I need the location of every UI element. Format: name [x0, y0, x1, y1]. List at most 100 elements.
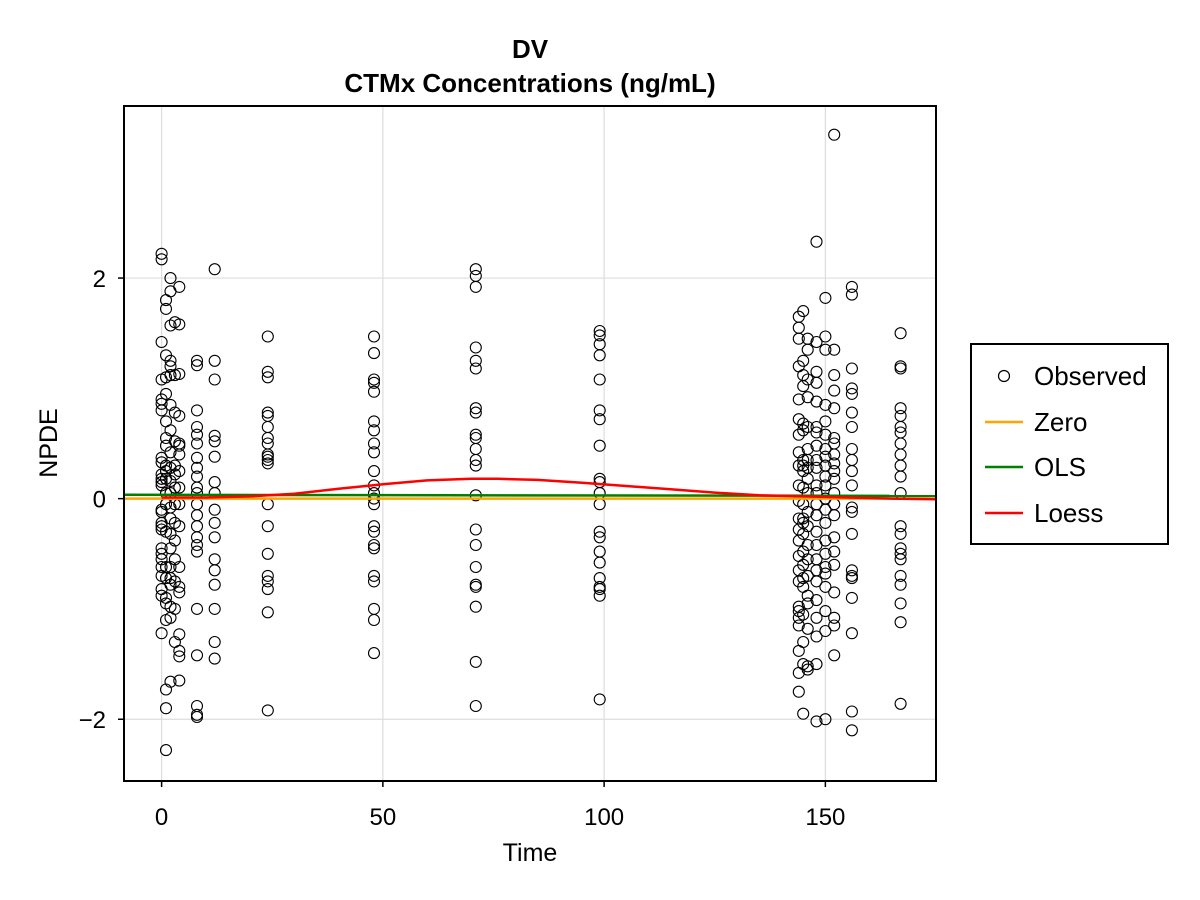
observed-point [208, 429, 221, 442]
observed-point [173, 674, 186, 687]
observed-point [164, 446, 177, 459]
observed-point [845, 362, 858, 375]
legend: Observed Zero OLS Loess [970, 343, 1169, 545]
observed-point [819, 534, 832, 547]
observed-point [801, 569, 814, 582]
observed-point [208, 435, 221, 448]
observed-point [164, 675, 177, 688]
legend-loess-label: Loess [1034, 498, 1103, 528]
observed-point [810, 365, 823, 378]
observed-point [797, 707, 810, 720]
observed-point [208, 602, 221, 615]
observed-point [173, 409, 186, 422]
observed-point [190, 420, 204, 434]
observed-point [164, 474, 177, 488]
observed-point [261, 520, 274, 533]
observed-point [845, 288, 858, 301]
observed-point [792, 605, 805, 618]
observed-point [801, 622, 814, 635]
observed-point [593, 439, 606, 452]
observed-point [792, 321, 805, 334]
observed-point [894, 437, 907, 450]
observed-point [894, 409, 907, 422]
observed-point [810, 426, 823, 439]
observed-point [190, 509, 204, 522]
observed-point [845, 505, 858, 518]
observed-point [792, 685, 805, 698]
observed-point [469, 459, 482, 472]
observed-point [190, 481, 204, 494]
x-axis-ticks: 0 50 100 150 [155, 781, 845, 831]
observed-point [367, 575, 381, 588]
observed-point [190, 538, 204, 552]
observed-point [894, 697, 907, 710]
observed-point [164, 398, 177, 411]
observed-point [593, 404, 606, 417]
observed-point [367, 330, 381, 343]
x-tick-label: 0 [155, 804, 168, 831]
observed-point [894, 527, 907, 540]
observed-point [845, 420, 858, 434]
observed-point [593, 531, 606, 544]
observed-point [208, 373, 221, 386]
observed-point [801, 553, 814, 566]
observed-point [810, 611, 823, 624]
observed-point [801, 660, 814, 673]
observed-point [801, 597, 814, 610]
observed-point [261, 606, 274, 619]
observed-point [894, 448, 907, 461]
observed-point [810, 420, 823, 434]
observed-point [819, 442, 832, 456]
observed-point [819, 580, 832, 593]
observed-point [367, 647, 381, 660]
observed-point [469, 453, 482, 467]
observed-point [367, 373, 381, 386]
observed-point [173, 628, 186, 641]
observed-point [164, 272, 177, 285]
observed-point [367, 376, 381, 389]
observed-point [801, 538, 814, 552]
observed-point [164, 369, 177, 382]
legend-observed-label: Observed [1034, 361, 1147, 391]
observed-point [894, 553, 907, 566]
observed-point [261, 569, 274, 582]
observed-point [819, 428, 832, 441]
observed-point [819, 450, 832, 463]
observed-point [469, 406, 482, 419]
observed-point [828, 369, 841, 382]
observed-point [164, 424, 177, 437]
observed-point [792, 611, 805, 624]
observed-point [828, 465, 841, 478]
observed-point [810, 335, 823, 349]
observed-point [819, 624, 832, 638]
x-tick-label: 150 [805, 804, 845, 831]
observed-point [173, 644, 186, 657]
legend-ols-label: OLS [1034, 452, 1086, 482]
observed-point [819, 567, 832, 580]
observed-point [173, 650, 186, 663]
observed-point [810, 525, 823, 538]
observed-point [819, 547, 832, 560]
observed-point [801, 373, 814, 386]
observed-point [168, 516, 181, 529]
observed-point [801, 453, 814, 467]
observed-point [261, 547, 274, 560]
observed-point [828, 384, 841, 397]
y-tick-label: 2 [93, 266, 106, 293]
observed-point [173, 439, 186, 452]
observed-point [164, 354, 177, 367]
observed-point [159, 572, 173, 585]
observed-point [367, 538, 381, 552]
observed-point [469, 263, 482, 276]
observed-point [593, 413, 606, 426]
observed-point [168, 406, 181, 419]
observed-point [810, 453, 823, 467]
observed-point [797, 608, 810, 621]
observed-point [208, 578, 221, 591]
observed-point [155, 560, 168, 574]
observed-point [208, 476, 221, 489]
observed-point [367, 465, 381, 478]
observed-point [845, 453, 858, 467]
observed-point [261, 453, 274, 467]
observed-point [190, 404, 204, 417]
